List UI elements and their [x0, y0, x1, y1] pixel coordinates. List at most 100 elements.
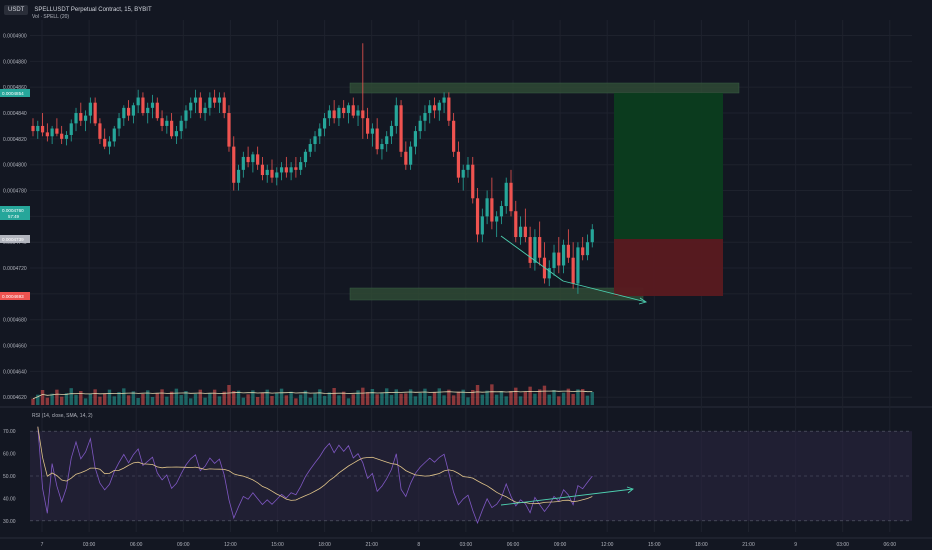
- price-tick-label: 0.0004720: [3, 266, 27, 272]
- volume-bar: [117, 392, 121, 405]
- volume-bar: [499, 391, 504, 405]
- volume-bar: [279, 388, 284, 405]
- candle-body: [160, 118, 164, 126]
- volume-bar: [528, 386, 532, 405]
- candle-body: [294, 167, 298, 170]
- time-tick-label: 9: [794, 542, 797, 548]
- candle-body: [79, 113, 83, 121]
- volume-bar: [509, 391, 513, 405]
- candle-body: [361, 110, 365, 119]
- volume-bar: [236, 390, 241, 405]
- volume-bar: [542, 385, 547, 405]
- price-tick-label: 0.0004660: [3, 344, 27, 350]
- volume-bar: [298, 394, 303, 405]
- time-tick-label: 12:00: [224, 542, 237, 548]
- volume-bar: [351, 394, 355, 405]
- volume-bar: [31, 398, 35, 405]
- volume-bar: [428, 396, 432, 405]
- volume-bar: [184, 391, 188, 405]
- candle-body: [322, 118, 327, 129]
- volume-bar: [480, 394, 485, 405]
- candle-body: [428, 105, 432, 114]
- candle-body: [275, 172, 279, 178]
- volume-bar: [131, 391, 136, 405]
- volume-bar: [160, 389, 164, 405]
- volume-bar: [399, 393, 403, 405]
- candle-body: [64, 134, 69, 139]
- candle-body: [585, 242, 590, 256]
- time-tick-label: 18:00: [695, 542, 708, 548]
- candle-body: [155, 102, 159, 119]
- rsi-legend: RSI (14, close, SMA, 14, 2): [32, 413, 93, 419]
- volume-bar: [74, 395, 78, 405]
- time-tick-label: 03:00: [460, 542, 473, 548]
- volume-bar: [566, 388, 571, 405]
- candle-body: [165, 120, 169, 126]
- candle-body: [423, 113, 427, 121]
- volume-bar: [217, 396, 222, 405]
- rsi-tick-label: 50.00: [3, 474, 16, 480]
- candle-body: [107, 141, 112, 147]
- candle-body: [581, 247, 585, 256]
- candle-body: [533, 237, 537, 263]
- candle-body: [576, 247, 580, 284]
- time-tick-label: 15:00: [648, 542, 661, 548]
- candle-body: [504, 182, 508, 207]
- volume-bar: [461, 389, 465, 405]
- candle-body: [380, 144, 384, 150]
- candle-body: [346, 105, 351, 114]
- volume-bar: [270, 396, 274, 405]
- time-tick-label: 8: [417, 542, 420, 548]
- volume-bar: [189, 398, 193, 405]
- candle-body: [418, 120, 422, 132]
- candle-body: [518, 226, 523, 238]
- candle-body: [571, 257, 575, 284]
- volume-bar: [112, 396, 116, 405]
- candle-body: [236, 169, 241, 183]
- candle-body: [413, 131, 417, 147]
- time-tick-label: 06:00: [130, 542, 143, 548]
- candle-body: [557, 252, 561, 266]
- time-tick-label: 15:00: [271, 542, 284, 548]
- candle-body: [337, 107, 341, 119]
- candle-body: [103, 138, 107, 147]
- volume-bar: [241, 397, 246, 405]
- volume-ma-line: [32, 390, 593, 400]
- volume-bar: [475, 385, 480, 405]
- volume-bar: [303, 390, 308, 405]
- price-tick-label: 0.0004740: [3, 240, 27, 246]
- candle-body: [394, 105, 398, 126]
- candle-body: [289, 167, 293, 173]
- price-badge: [0, 89, 30, 97]
- arrowhead-icon: [638, 297, 648, 305]
- candle-body: [332, 110, 336, 119]
- volume-bar: [537, 389, 542, 405]
- candle-body: [538, 237, 542, 258]
- volume-bar: [40, 390, 45, 405]
- candle-body: [389, 125, 394, 137]
- volume-bar: [518, 396, 523, 405]
- candle-body: [495, 216, 499, 222]
- candle-body: [303, 151, 308, 163]
- candle-body: [141, 97, 145, 114]
- candle-body: [127, 107, 131, 116]
- volume-bar: [88, 393, 93, 405]
- volume-bar: [485, 390, 489, 405]
- volume-bar: [93, 389, 97, 405]
- candle-body: [270, 169, 274, 178]
- time-tick-label: 21:00: [365, 542, 378, 548]
- price-tick-label: 0.0004900: [3, 34, 27, 40]
- volume-bar: [50, 393, 54, 405]
- volume-bar: [289, 391, 293, 405]
- candle-body: [366, 118, 370, 134]
- volume-bar: [380, 392, 384, 405]
- currency-chip[interactable]: USDT: [4, 5, 29, 15]
- candle-body: [471, 164, 475, 199]
- volume-bar: [98, 396, 102, 405]
- candle-body: [189, 102, 193, 111]
- volume-bar: [222, 391, 226, 405]
- volume-bar: [547, 394, 551, 405]
- volume-bar: [212, 389, 217, 405]
- volume-bar: [322, 396, 327, 405]
